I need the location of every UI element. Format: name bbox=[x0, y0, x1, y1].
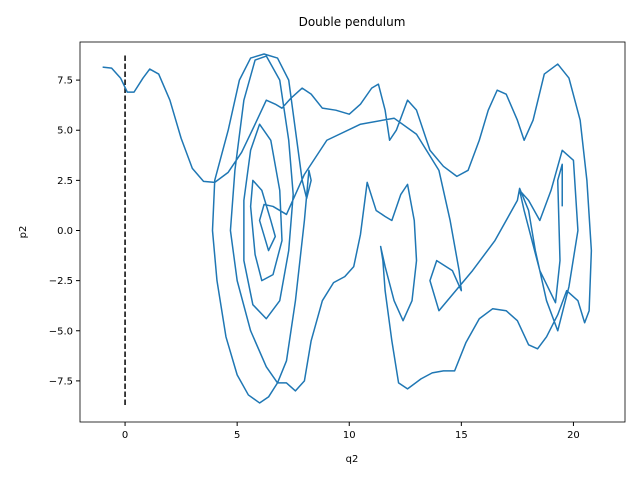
y-tick-label: 0.0 bbox=[57, 226, 73, 237]
y-tick-label: 5.0 bbox=[57, 126, 73, 137]
axes-frame bbox=[79, 41, 626, 423]
x-axis-label: q2 bbox=[346, 454, 359, 465]
series-line bbox=[102, 53, 593, 404]
y-tick-label: −5.0 bbox=[49, 326, 73, 337]
x-tick-label: 10 bbox=[343, 430, 356, 441]
y-axis-label: p2 bbox=[18, 226, 29, 239]
x-tick-label: 5 bbox=[234, 430, 240, 441]
y-tick-label: 7.5 bbox=[57, 76, 73, 87]
y-tick-label: −7.5 bbox=[49, 376, 73, 387]
x-tick-label: 15 bbox=[455, 430, 468, 441]
y-tick-label: −2.5 bbox=[49, 276, 73, 287]
y-tick-label: 2.5 bbox=[57, 176, 73, 187]
chart-title: Double pendulum bbox=[299, 15, 406, 29]
x-tick-label: 20 bbox=[567, 430, 580, 441]
x-tick-label: 0 bbox=[122, 430, 128, 441]
